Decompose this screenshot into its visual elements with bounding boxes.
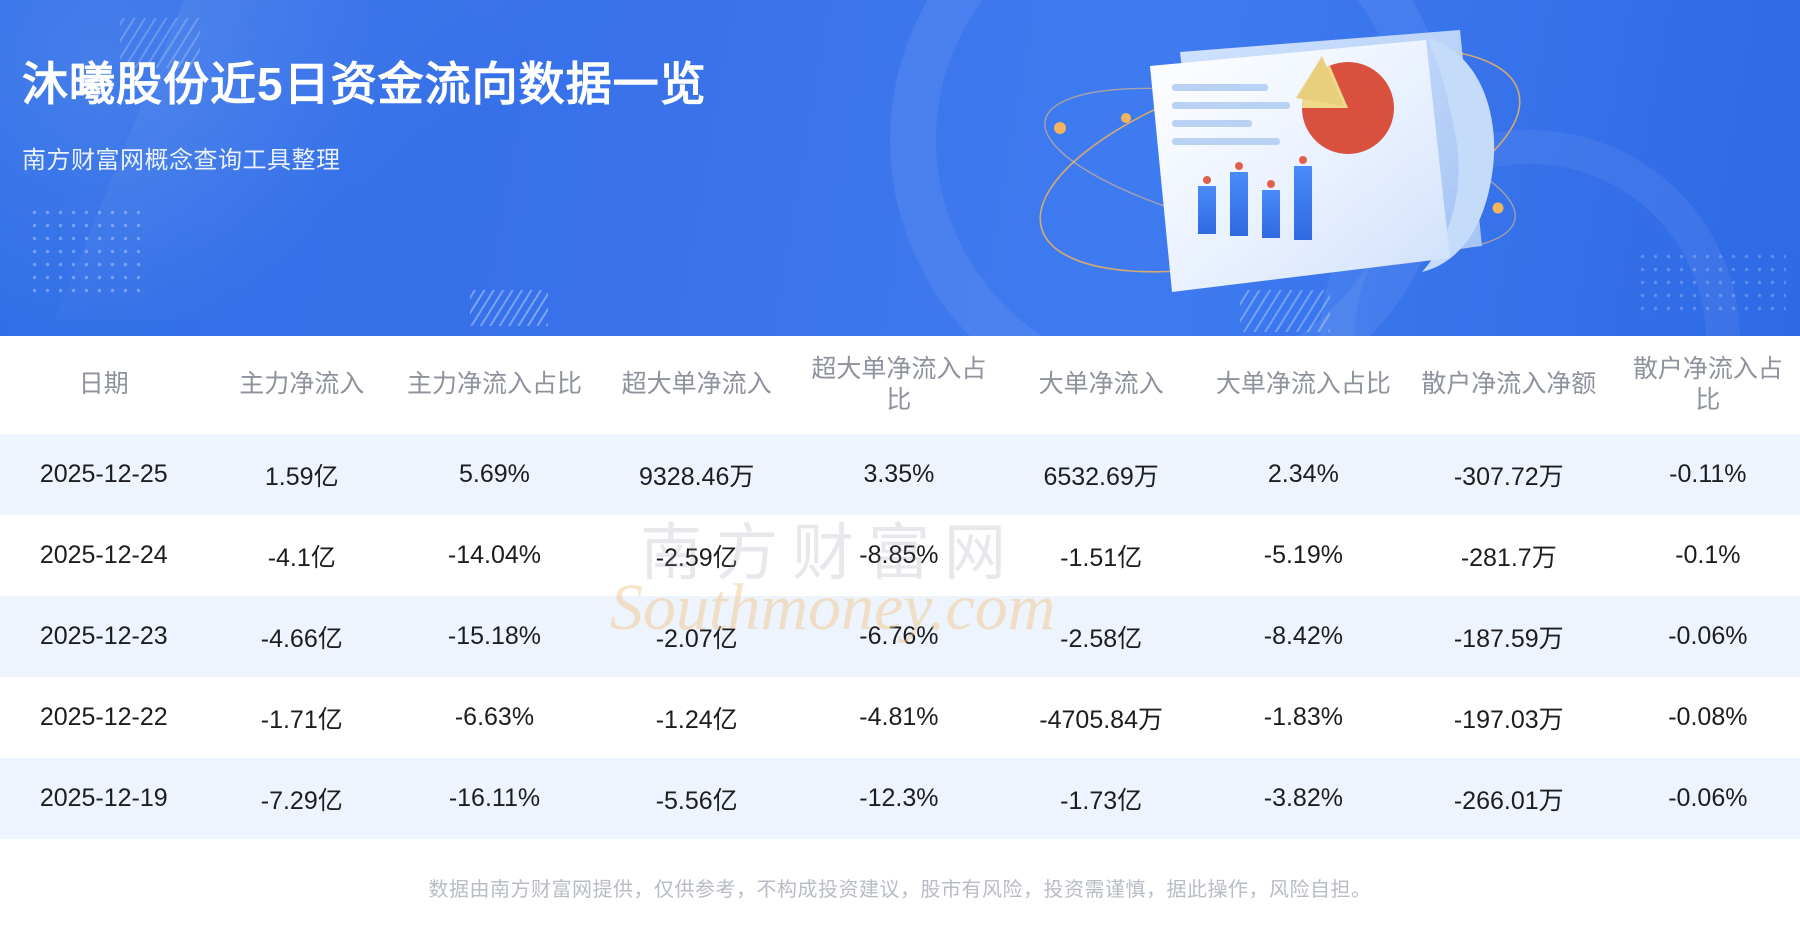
- cell-super-large-net-inflow: -5.56亿: [592, 758, 801, 839]
- cell-main-net-inflow: -4.66亿: [207, 596, 396, 677]
- cell-date: 2025-12-22: [0, 677, 208, 758]
- cell-super-large-net-inflow-pct: 3.35%: [800, 434, 998, 515]
- banner-decoration-hatch-left: [470, 290, 548, 326]
- banner-decoration-dots-right: [1636, 250, 1786, 320]
- table-row: 2025-12-22 -1.71亿 -6.63% -1.24亿 -4.81% -…: [0, 677, 1800, 758]
- cell-retail-net-inflow-pct: -0.1%: [1615, 515, 1800, 596]
- cell-large-net-inflow-pct: -5.19%: [1204, 515, 1402, 596]
- table-row: 2025-12-19 -7.29亿 -16.11% -5.56亿 -12.3% …: [0, 758, 1800, 839]
- column-header-super-large-net-inflow-pct: 超大单净流入占比: [800, 336, 998, 434]
- cell-super-large-net-inflow-pct: -6.76%: [800, 596, 998, 677]
- cell-main-net-inflow-pct: -14.04%: [395, 515, 593, 596]
- cell-super-large-net-inflow: -2.07亿: [592, 596, 801, 677]
- cell-large-net-inflow-pct: 2.34%: [1204, 434, 1402, 515]
- column-header-large-net-inflow: 大单净流入: [997, 336, 1205, 434]
- table-row: 2025-12-24 -4.1亿 -14.04% -2.59亿 -8.85% -…: [0, 515, 1800, 596]
- cell-retail-net-inflow: -197.03万: [1401, 677, 1616, 758]
- cell-retail-net-inflow: -266.01万: [1401, 758, 1616, 839]
- cell-main-net-inflow-pct: -16.11%: [395, 758, 593, 839]
- column-header-retail-net-inflow: 散户净流入净额: [1401, 336, 1616, 434]
- cell-super-large-net-inflow: -2.59亿: [592, 515, 801, 596]
- cell-super-large-net-inflow-pct: -4.81%: [800, 677, 998, 758]
- cell-date: 2025-12-19: [0, 758, 208, 839]
- cell-retail-net-inflow: -281.7万: [1401, 515, 1616, 596]
- cell-super-large-net-inflow: -1.24亿: [592, 677, 801, 758]
- cell-large-net-inflow: -4705.84万: [997, 677, 1205, 758]
- page-banner: 沐曦股份近5日资金流向数据一览 南方财富网概念查询工具整理: [0, 0, 1800, 336]
- column-header-large-net-inflow-pct: 大单净流入占比: [1204, 336, 1402, 434]
- page-subtitle: 南方财富网概念查询工具整理: [22, 147, 341, 174]
- cell-large-net-inflow: -1.51亿: [997, 515, 1205, 596]
- cell-super-large-net-inflow-pct: -8.85%: [800, 515, 998, 596]
- cell-retail-net-inflow-pct: -0.06%: [1615, 758, 1800, 839]
- table-row: 2025-12-23 -4.66亿 -15.18% -2.07亿 -6.76% …: [0, 596, 1800, 677]
- cell-large-net-inflow: 6532.69万: [997, 434, 1205, 515]
- cell-date: 2025-12-23: [0, 596, 208, 677]
- cell-main-net-inflow: -1.71亿: [207, 677, 396, 758]
- cell-main-net-inflow: -7.29亿: [207, 758, 396, 839]
- cell-retail-net-inflow: -307.72万: [1401, 434, 1616, 515]
- table-header: 日期 主力净流入 主力净流入占比 超大单净流入 超大单净流入占比 大单净流入 大…: [0, 336, 1800, 434]
- cell-super-large-net-inflow-pct: -12.3%: [800, 758, 998, 839]
- column-header-main-net-inflow: 主力净流入: [207, 336, 396, 434]
- cell-main-net-inflow-pct: -6.63%: [395, 677, 593, 758]
- cell-date: 2025-12-25: [0, 434, 208, 515]
- cell-large-net-inflow-pct: -3.82%: [1204, 758, 1402, 839]
- cell-large-net-inflow-pct: -8.42%: [1204, 596, 1402, 677]
- cell-main-net-inflow-pct: -15.18%: [395, 596, 593, 677]
- table-row: 2025-12-25 1.59亿 5.69% 9328.46万 3.35% 65…: [0, 434, 1800, 515]
- cell-large-net-inflow: -2.58亿: [997, 596, 1205, 677]
- table-header-row: 日期 主力净流入 主力净流入占比 超大单净流入 超大单净流入占比 大单净流入 大…: [0, 336, 1800, 434]
- banner-illustration: [1039, 30, 1521, 292]
- cell-retail-net-inflow: -187.59万: [1401, 596, 1616, 677]
- disclaimer-text: 数据由南方财富网提供，仅供参考，不构成投资建议，股市有风险，投资需谨慎，据此操作…: [428, 879, 1372, 901]
- cell-main-net-inflow: -4.1亿: [207, 515, 396, 596]
- cell-large-net-inflow-pct: -1.83%: [1204, 677, 1402, 758]
- banner-decoration-dots-left: [28, 206, 148, 302]
- cell-super-large-net-inflow: 9328.46万: [592, 434, 801, 515]
- cell-large-net-inflow: -1.73亿: [997, 758, 1205, 839]
- cell-retail-net-inflow-pct: -0.08%: [1615, 677, 1800, 758]
- fund-flow-table: 日期 主力净流入 主力净流入占比 超大单净流入 超大单净流入占比 大单净流入 大…: [0, 336, 1800, 839]
- column-header-main-net-inflow-pct: 主力净流入占比: [395, 336, 593, 434]
- column-header-date: 日期: [0, 336, 208, 434]
- column-header-super-large-net-inflow: 超大单净流入: [592, 336, 801, 434]
- cell-main-net-inflow: 1.59亿: [207, 434, 396, 515]
- cell-retail-net-inflow-pct: -0.06%: [1615, 596, 1800, 677]
- page-title: 沐曦股份近5日资金流向数据一览: [22, 58, 707, 110]
- fund-flow-table-container: 日期 主力净流入 主力净流入占比 超大单净流入 超大单净流入占比 大单净流入 大…: [0, 336, 1800, 839]
- table-body: 2025-12-25 1.59亿 5.69% 9328.46万 3.35% 65…: [0, 434, 1800, 839]
- cell-retail-net-inflow-pct: -0.11%: [1615, 434, 1800, 515]
- cell-date: 2025-12-24: [0, 515, 208, 596]
- column-header-retail-net-inflow-pct: 散户净流入占比: [1615, 336, 1800, 434]
- cell-main-net-inflow-pct: 5.69%: [395, 434, 593, 515]
